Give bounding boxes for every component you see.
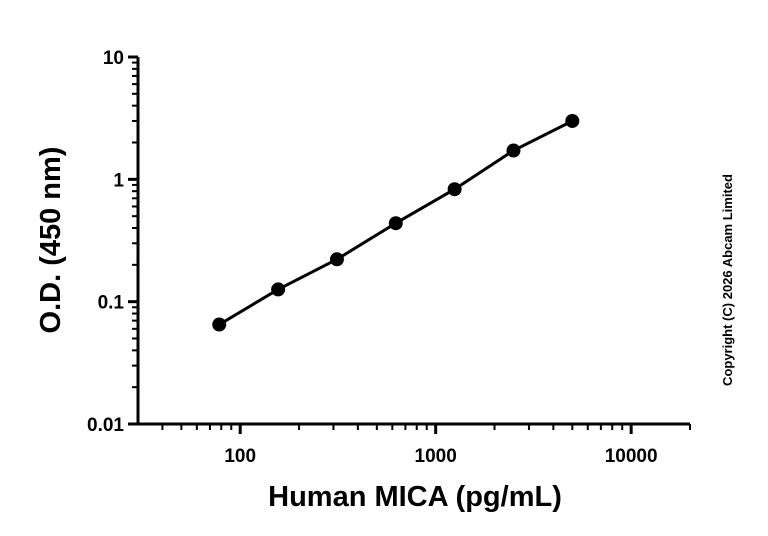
x-tick-label: 1000: [415, 446, 457, 467]
x-tick-label: 100: [224, 446, 256, 467]
data-point: [388, 216, 403, 231]
x-axis-title: Human MICA (pg/mL): [268, 481, 562, 513]
data-point: [329, 252, 344, 267]
tick-marks: [128, 55, 691, 434]
y-tick-label: 0.01: [87, 415, 124, 436]
tick-labels: 0.01 0.1 1 10 100 1000 10000: [87, 48, 658, 467]
data-point: [506, 143, 521, 158]
y-tick-label: 1: [113, 170, 124, 191]
y-tick-label: 0.1: [98, 293, 125, 314]
data-point: [212, 317, 227, 332]
y-axis-title: O.D. (450 nm): [35, 147, 67, 334]
axes: [136, 57, 690, 426]
copyright-annotation: Copyright (C) 2026 Abcam Limited: [720, 174, 735, 386]
data-series: [212, 113, 580, 332]
y-tick-label: 10: [103, 48, 124, 69]
data-point: [271, 282, 286, 297]
x-tick-label: 10000: [605, 446, 658, 467]
data-point: [447, 182, 462, 197]
data-point: [565, 113, 580, 128]
